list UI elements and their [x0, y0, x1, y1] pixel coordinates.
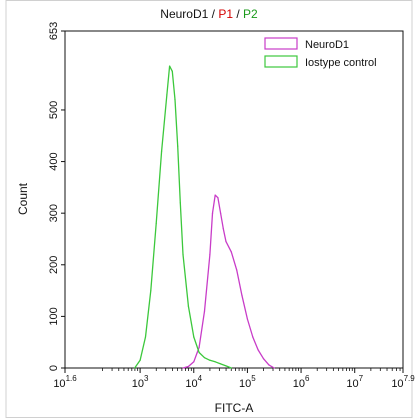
x-tick-label: 103	[132, 374, 149, 390]
series-0-point	[193, 361, 195, 363]
x-tick-label: 107	[346, 374, 363, 390]
series-1-point	[166, 93, 168, 96]
legend-label: NeuroD1	[305, 39, 349, 51]
series-1-point	[144, 336, 147, 338]
series-0-point	[230, 251, 232, 253]
series-0-point	[214, 194, 216, 196]
series-0-point	[211, 212, 214, 214]
series-1-point	[187, 305, 189, 307]
series-0-point	[262, 358, 265, 360]
series-line-1	[134, 65, 232, 369]
x-axis: 101.6 103 104 105 106 107 107.9	[53, 368, 415, 390]
outer-border	[5, 0, 413, 418]
x-tick-label: 104	[185, 374, 202, 390]
series-0-point	[246, 318, 249, 320]
plot-area	[64, 30, 404, 369]
y-tick-label: 100	[48, 307, 60, 325]
x-tick-base: 10	[239, 378, 251, 390]
x-tick-base: 10	[185, 378, 197, 390]
series-0-point	[219, 212, 222, 214]
title-part: P1	[218, 7, 233, 21]
series-1-point	[179, 202, 181, 204]
legend-swatch	[264, 37, 298, 50]
series-1-point	[177, 145, 179, 147]
x-tick-exponent: 1.6	[66, 374, 78, 383]
series-1-point	[171, 70, 173, 72]
x-tick-label: 106	[293, 374, 310, 390]
series-0-point	[209, 253, 211, 256]
title-part: /	[233, 7, 243, 21]
series-1-point	[182, 253, 184, 256]
legend-label: Iostype control	[305, 57, 377, 69]
series-1-point	[193, 336, 195, 338]
chart-title: NeuroD1 / P1 / P2	[160, 7, 258, 21]
y-tick-label: 400	[48, 152, 60, 170]
x-tick-exponent: 6	[305, 374, 310, 383]
series-0-point	[198, 346, 200, 348]
series-1-point	[225, 365, 227, 367]
x-tick-base: 10	[132, 378, 144, 390]
series-1-point	[160, 150, 163, 152]
series-1-point	[174, 99, 176, 101]
title-part: P2	[243, 7, 258, 21]
series-1-point	[219, 363, 222, 365]
x-tick-base: 10	[346, 378, 358, 390]
series-0-point	[182, 367, 184, 369]
x-tick-base: 10	[53, 378, 65, 390]
y-tick-label: 500	[48, 101, 60, 119]
y-tick-label: 0	[48, 365, 60, 371]
x-tick-base: 10	[293, 378, 305, 390]
x-tick-exponent: 3	[144, 374, 149, 383]
series-1-point	[209, 359, 211, 361]
x-tick-label: 101.6	[53, 374, 77, 390]
legend: NeuroD1 Iostype control	[264, 37, 377, 69]
series-1-point	[134, 367, 136, 369]
x-tick-exponent: 4	[198, 374, 203, 383]
series-1-point	[214, 361, 216, 363]
x-tick-base: 10	[391, 378, 403, 390]
x-tick-exponent: 5	[251, 374, 256, 383]
series-1-point	[198, 351, 200, 354]
y-tick-label: 653	[48, 22, 60, 40]
series-0-point	[241, 295, 243, 297]
series-0-point	[268, 364, 270, 366]
series-0-point	[236, 269, 238, 271]
y-axis-title: Count	[16, 182, 30, 215]
series-1-point	[169, 65, 171, 67]
x-tick-exponent: 7.9	[404, 374, 416, 383]
series-0-point	[203, 310, 206, 312]
series-0-point	[222, 228, 224, 230]
series-0-point	[252, 336, 254, 338]
series-layer	[134, 65, 275, 369]
series-1-point	[230, 367, 232, 369]
series-0-point	[257, 349, 259, 351]
legend-swatch	[264, 55, 298, 68]
series-1-point	[150, 289, 152, 292]
y-tick-label: 300	[48, 204, 60, 222]
series-1-point	[139, 359, 141, 361]
x-tick-label: 105	[239, 374, 256, 390]
series-1-point	[155, 222, 157, 225]
x-tick-exponent: 7	[359, 374, 364, 383]
series-0-point	[225, 240, 227, 243]
x-tick-label: 107.9	[391, 374, 415, 390]
title-part: NeuroD1 /	[160, 7, 218, 21]
series-0-point	[217, 197, 219, 199]
series-0-point	[187, 365, 189, 368]
y-tick-label: 200	[48, 256, 60, 274]
series-1-point	[203, 357, 206, 359]
x-axis-title: FITC-A	[215, 401, 254, 415]
series-0-point	[273, 367, 275, 369]
y-axis: 0 100 200 300 400 500 653	[48, 22, 65, 371]
